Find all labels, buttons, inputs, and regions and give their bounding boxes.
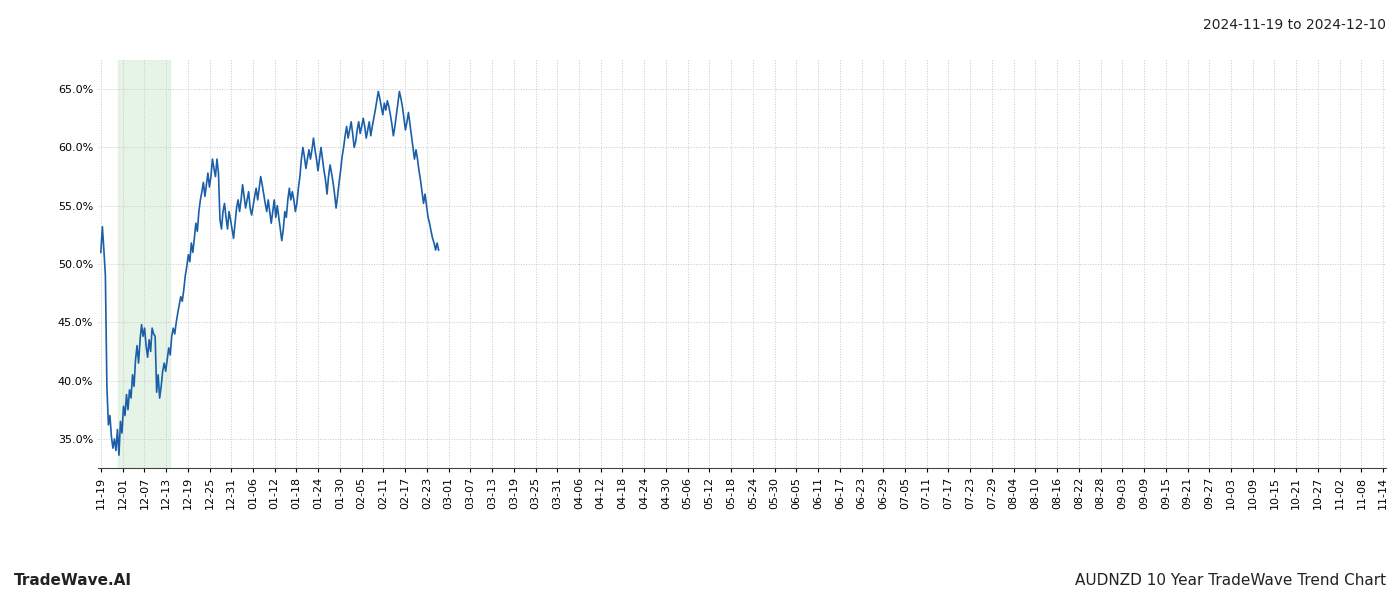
Text: AUDNZD 10 Year TradeWave Trend Chart: AUDNZD 10 Year TradeWave Trend Chart	[1075, 573, 1386, 588]
Text: 2024-11-19 to 2024-12-10: 2024-11-19 to 2024-12-10	[1203, 18, 1386, 32]
Bar	[118, 60, 171, 468]
Text: TradeWave.AI: TradeWave.AI	[14, 573, 132, 588]
